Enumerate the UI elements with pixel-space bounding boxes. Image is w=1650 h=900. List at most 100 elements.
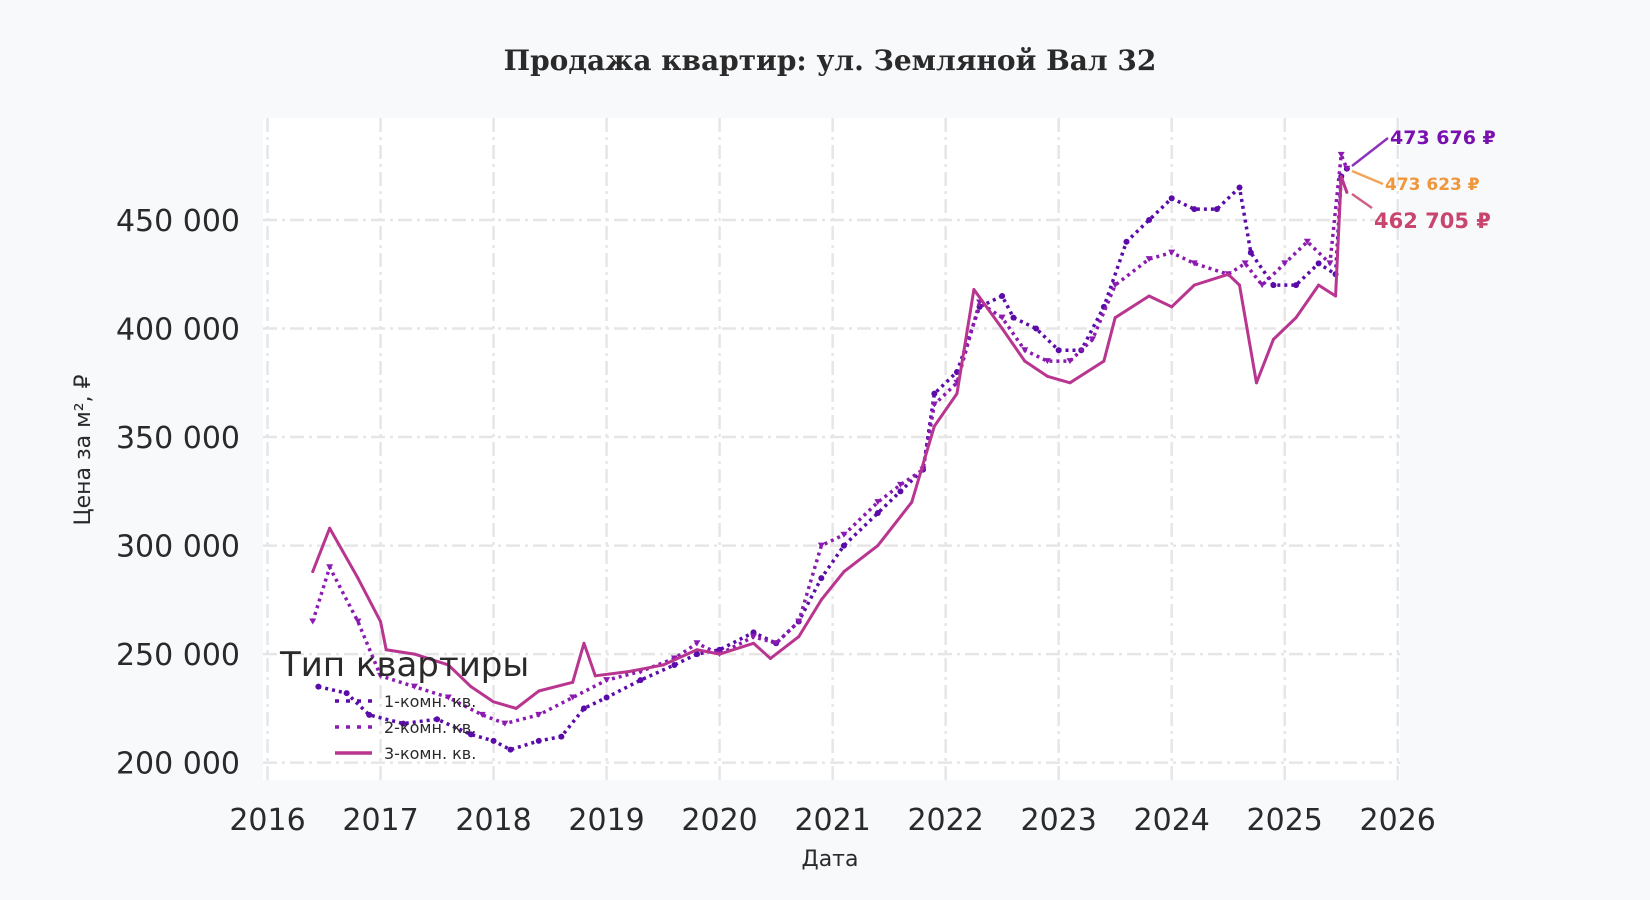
data-point (1294, 316, 1298, 320)
data-point (1089, 336, 1097, 343)
data-point (1192, 283, 1196, 287)
data-point (876, 544, 880, 548)
legend-label: 1-комн. кв. (384, 692, 476, 711)
data-point (1247, 249, 1254, 256)
x-tick-label: 2016 (229, 803, 305, 838)
data-point (467, 731, 474, 738)
data-point (315, 683, 322, 690)
data-point (356, 576, 360, 580)
data-point (1326, 260, 1334, 267)
data-point (558, 733, 565, 740)
data-point (637, 677, 644, 684)
data-point (354, 618, 362, 625)
data-point (1213, 206, 1220, 213)
y-tick-label: 450 000 (116, 204, 240, 239)
data-point (874, 510, 881, 517)
data-point (1293, 282, 1300, 289)
data-point (1337, 151, 1345, 158)
data-point (627, 669, 631, 673)
data-point (1241, 260, 1249, 267)
legend-title: Тип квартиры (279, 645, 529, 685)
annotation-label: 462 705 ₽ (1374, 209, 1491, 233)
series-line-1 (317, 167, 1349, 752)
data-point (671, 661, 678, 668)
data-point (694, 651, 701, 658)
data-point (603, 694, 610, 701)
data-point (507, 746, 514, 753)
data-point (842, 570, 846, 574)
data-point (897, 488, 904, 495)
data-point (1191, 206, 1198, 213)
data-point (1146, 217, 1153, 224)
data-point (1343, 165, 1351, 172)
data-point (817, 542, 825, 549)
data-point (328, 526, 332, 530)
data-point (1033, 325, 1040, 332)
data-point (469, 685, 473, 689)
data-point (569, 694, 577, 701)
legend-label: 2-комн. кв. (384, 718, 476, 737)
data-point (1000, 327, 1004, 331)
x-tick-label: 2021 (794, 803, 870, 838)
data-point (446, 663, 450, 667)
data-point (819, 598, 823, 602)
data-point (1021, 347, 1029, 354)
data-point (750, 633, 758, 640)
data-point (840, 531, 848, 538)
data-point (1068, 381, 1072, 385)
data-point (1066, 358, 1074, 365)
data-point (955, 392, 959, 396)
annotation-arrow (1351, 137, 1389, 167)
data-point (1190, 260, 1198, 267)
x-tick-label: 2022 (907, 803, 983, 838)
data-point (537, 689, 541, 693)
data-point (1254, 381, 1258, 385)
data-point (1111, 282, 1119, 289)
data-point (1317, 283, 1321, 287)
data-point (972, 287, 976, 291)
y-tick-label: 200 000 (116, 747, 240, 782)
data-point (593, 674, 597, 678)
data-point (931, 390, 938, 397)
data-point (1147, 294, 1151, 298)
data-point (490, 737, 497, 744)
data-point (840, 542, 847, 549)
data-point (930, 401, 938, 408)
data-point (444, 694, 452, 701)
data-point (311, 570, 315, 574)
data-point (1226, 272, 1230, 276)
data-point (377, 672, 385, 679)
data-point (603, 677, 611, 684)
data-point (535, 711, 543, 718)
data-point (1339, 175, 1343, 179)
data-point (718, 652, 722, 656)
data-point (400, 720, 407, 727)
annotation-label: 473 623 ₽ (1385, 175, 1480, 195)
data-point (1113, 316, 1117, 320)
data-point (693, 640, 701, 647)
data-point (1281, 260, 1289, 267)
data-point (410, 683, 418, 690)
data-point (412, 652, 416, 656)
x-tick-label: 2020 (681, 803, 757, 838)
data-point (998, 314, 1006, 321)
data-point (797, 635, 801, 639)
annotation-arrow (1351, 169, 1384, 186)
x-tick-label: 2018 (455, 803, 531, 838)
x-tick-label: 2026 (1360, 803, 1436, 838)
data-point (1271, 337, 1275, 341)
data-point (1055, 347, 1062, 354)
chart-title: Продажа квартир: ул. Земляной Вал 32 (503, 44, 1157, 77)
data-point (874, 499, 882, 506)
data-point (309, 618, 317, 625)
data-point (514, 706, 518, 710)
data-point (1045, 374, 1049, 378)
data-point (1303, 238, 1311, 245)
data-point (1145, 256, 1153, 263)
data-point (366, 711, 373, 718)
y-tick-label: 350 000 (116, 421, 240, 456)
x-tick-label: 2024 (1134, 803, 1210, 838)
y-tick-label: 300 000 (116, 530, 240, 565)
x-tick-label: 2017 (342, 803, 418, 838)
data-point (1236, 184, 1243, 191)
